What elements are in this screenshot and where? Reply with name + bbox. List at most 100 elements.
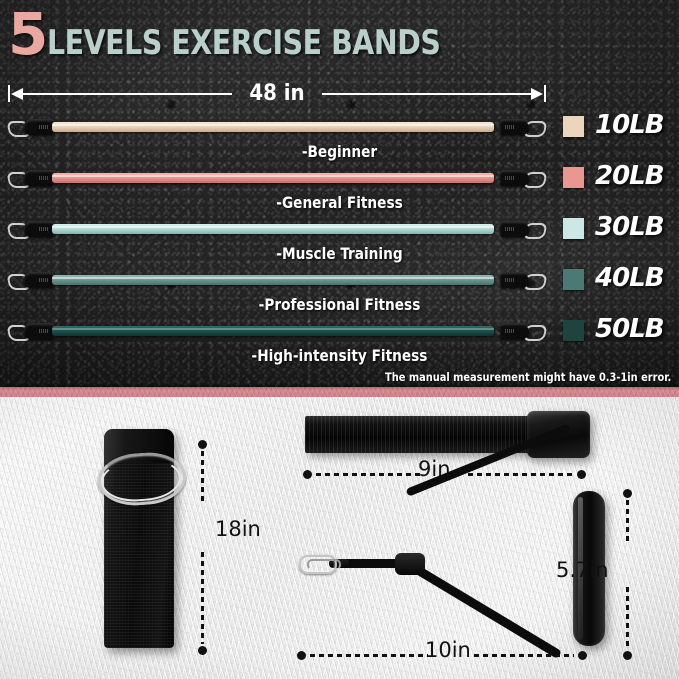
title-number: 5 (8, 0, 48, 68)
band-row-50lb: 50LB (0, 314, 679, 344)
measurement-disclaimer: The manual measurement might have 0.3-1i… (384, 370, 671, 384)
ferrule-right (500, 272, 530, 288)
accessories-section: 18in 9in 10in 5.7in (0, 397, 679, 679)
tube-highlight (52, 328, 494, 330)
dimension-dot-left (303, 470, 312, 479)
bands-section: 5 LEVELS EXERCISE BANDS 48 in (0, 0, 679, 389)
ankle-strap-flap (104, 429, 174, 463)
dimension-line-18in (198, 440, 207, 655)
color-swatch (563, 167, 584, 188)
dimension-line-10in (297, 651, 587, 660)
dimension-dot-left (297, 651, 306, 660)
band-row-20lb: 20LB (0, 161, 679, 191)
ferrule-right (500, 170, 530, 186)
color-swatch (563, 218, 584, 239)
hook-right-icon (522, 325, 548, 341)
carabiner-right-icon (494, 322, 548, 341)
dimension-line-right (322, 93, 534, 95)
dimension-dot-right (578, 651, 587, 660)
dimension-value-10in: 10in (425, 638, 471, 662)
dimension-line-9in (303, 470, 586, 479)
band-use-label-20lb: -General Fitness (276, 193, 403, 212)
arrow-left-icon (11, 88, 23, 100)
color-swatch (563, 320, 584, 341)
dimension-dot-bottom (198, 646, 207, 655)
ferrule-right (500, 119, 530, 135)
carabiner-right-icon (494, 118, 548, 137)
dimension-dash-upper (201, 451, 204, 504)
band-row-40lb: 40LB (0, 263, 679, 293)
band-tube (52, 275, 494, 285)
door-anchor-strap (305, 411, 590, 458)
exercise-handle (295, 423, 605, 660)
band-row-30lb: 30LB (0, 212, 679, 242)
band-weight-label: 50LB (595, 314, 665, 344)
dimension-cap-left (8, 85, 10, 102)
carabiner-gate (307, 559, 341, 570)
dimension-dot-top (623, 489, 632, 498)
dimension-dot-bottom (623, 651, 632, 660)
band-use-label-10lb: -Beginner (301, 142, 378, 161)
dimension-line-left (20, 93, 232, 95)
dimension-dash-right (468, 473, 573, 476)
handle-carabiner-icon (299, 553, 349, 574)
dimension-dash-right (474, 654, 574, 657)
band-use-label-50lb: -High-intensity Fitness (251, 346, 428, 365)
band-tube (52, 224, 494, 234)
ferrule-right (500, 323, 530, 339)
carabiner-left-icon (6, 322, 60, 341)
dimension-dash-lower (201, 552, 204, 644)
dimension-dash-upper (626, 500, 629, 544)
tube-highlight (52, 277, 494, 279)
band-weight-label: 20LB (595, 161, 665, 191)
carabiner-left-icon (6, 118, 60, 137)
ferrule-left (24, 221, 54, 237)
tube-highlight (52, 226, 494, 228)
band-tube (52, 326, 494, 336)
band-row-10lb: 10LB (0, 110, 679, 140)
handle-strap-middle (339, 559, 415, 568)
band-tube (52, 122, 494, 132)
handle-strap-junction (395, 553, 425, 575)
carabiner-right-icon (494, 220, 548, 239)
arrow-right-icon (531, 88, 543, 100)
section-divider (0, 387, 679, 397)
anchor-webbing (305, 416, 533, 453)
band-use-label-40lb: -Professional Fitness (258, 295, 421, 314)
ankle-strap (96, 429, 188, 648)
dimension-dash-left (316, 473, 421, 476)
dimension-line-5-7in (623, 489, 632, 660)
title-text: LEVELS EXERCISE BANDS (47, 23, 441, 63)
ferrule-left (24, 170, 54, 186)
webbing-ribs (305, 416, 533, 453)
ferrule-left (24, 119, 54, 135)
ferrule-left (24, 323, 54, 339)
hook-right-icon (522, 172, 548, 188)
dimension-dot-right (577, 470, 586, 479)
ferrule-left (24, 272, 54, 288)
band-weight-label: 40LB (595, 263, 665, 293)
tube-highlight (52, 124, 494, 126)
carabiner-ring (299, 555, 337, 574)
band-weight-label: 30LB (595, 212, 665, 242)
page-title: 5 LEVELS EXERCISE BANDS (8, 0, 470, 68)
hook-right-icon (522, 223, 548, 239)
handle-foam-grip (573, 491, 605, 646)
hook-right-icon (522, 274, 548, 290)
color-swatch (563, 269, 584, 290)
band-weight-label: 10LB (595, 110, 665, 140)
dimension-value-5-7in: 5.7in (556, 558, 609, 582)
color-swatch (563, 116, 584, 137)
tube-highlight (52, 175, 494, 177)
carabiner-left-icon (6, 220, 60, 239)
dimension-value-9in: 9in (418, 457, 451, 481)
ankle-strap-body (104, 429, 174, 648)
dimension-cap-right (544, 85, 546, 102)
carabiner-right-icon (494, 169, 548, 188)
carabiner-left-icon (6, 271, 60, 290)
hook-right-icon (522, 121, 548, 137)
dimension-dash-lower (626, 587, 629, 649)
band-tube (52, 173, 494, 183)
band-use-label-30lb: -Muscle Training (276, 244, 403, 263)
